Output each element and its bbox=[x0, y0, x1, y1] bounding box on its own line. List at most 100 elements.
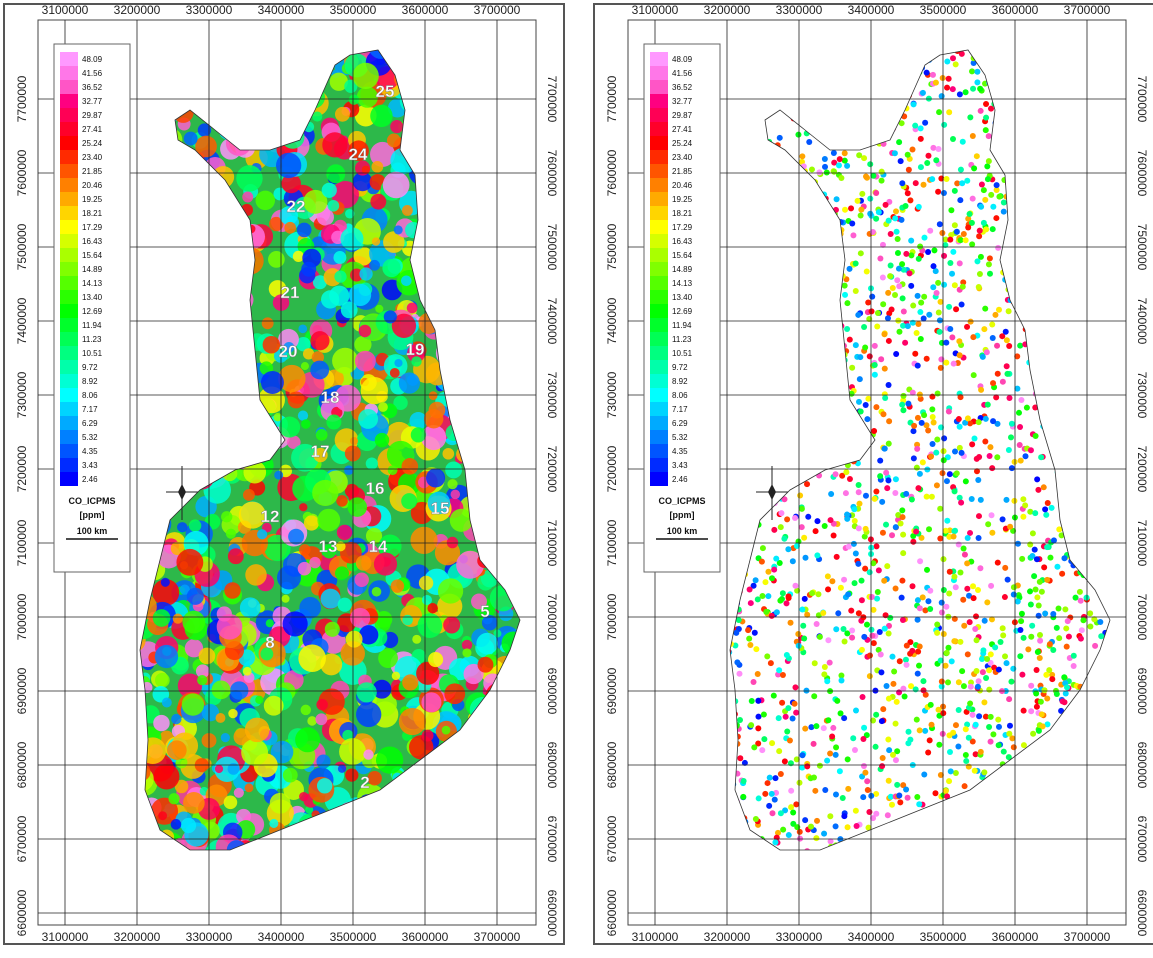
sample-dot bbox=[901, 309, 907, 315]
sample-dot bbox=[1034, 667, 1040, 673]
sample-dot bbox=[804, 763, 810, 769]
map-blob bbox=[316, 429, 328, 441]
map-blob bbox=[216, 713, 226, 723]
sample-dot bbox=[1087, 610, 1093, 616]
sample-dot bbox=[784, 729, 790, 735]
legend-value: 29.87 bbox=[82, 111, 103, 120]
sample-dot bbox=[996, 742, 1002, 748]
sample-dot bbox=[841, 715, 847, 721]
sample-dot bbox=[833, 752, 839, 758]
x-tick-label: 3400000 bbox=[848, 3, 895, 17]
sample-dot bbox=[1019, 672, 1025, 678]
sample-dot bbox=[801, 535, 807, 541]
map-blob bbox=[269, 819, 278, 828]
map-blob bbox=[357, 682, 377, 702]
sample-dot bbox=[878, 669, 884, 675]
sample-dot bbox=[964, 324, 970, 330]
sample-dot bbox=[915, 649, 921, 655]
sample-dot bbox=[801, 636, 807, 642]
sample-dot bbox=[746, 636, 752, 642]
sample-dot bbox=[946, 590, 952, 596]
sample-dot bbox=[880, 706, 886, 712]
y-tick-label: 6600000 bbox=[545, 890, 559, 937]
sample-dot bbox=[1066, 634, 1072, 640]
sample-dot bbox=[1017, 627, 1023, 633]
sample-dot bbox=[976, 535, 982, 541]
sample-dot bbox=[963, 89, 969, 95]
sample-dot bbox=[805, 514, 811, 520]
map-blob bbox=[445, 462, 462, 479]
y-tick-label: 7400000 bbox=[1135, 298, 1149, 345]
sample-dot bbox=[995, 717, 1001, 723]
sample-dot bbox=[949, 658, 955, 664]
region-label: 20 bbox=[279, 342, 298, 361]
sample-dot bbox=[961, 546, 967, 552]
sample-dot bbox=[1035, 649, 1041, 655]
sample-dot bbox=[896, 793, 902, 799]
sample-dot bbox=[943, 604, 949, 610]
sample-dot bbox=[1001, 749, 1007, 755]
sample-dot bbox=[1054, 564, 1060, 570]
sample-dot bbox=[978, 749, 984, 755]
sample-dot bbox=[1031, 573, 1037, 579]
sample-dot bbox=[837, 768, 843, 774]
sample-dot bbox=[872, 362, 878, 368]
sample-dot bbox=[938, 176, 944, 182]
legend-swatch bbox=[60, 374, 78, 388]
sample-dot bbox=[880, 301, 886, 307]
y-tick-label: 7500000 bbox=[1135, 224, 1149, 271]
sample-dot bbox=[954, 229, 960, 235]
sample-dot bbox=[842, 283, 848, 289]
map-blob bbox=[274, 471, 283, 480]
sample-dot bbox=[914, 446, 920, 452]
sample-dot bbox=[950, 86, 956, 92]
sample-dot bbox=[755, 671, 761, 677]
sample-dot bbox=[822, 664, 828, 670]
map-blob bbox=[375, 433, 389, 447]
sample-dot bbox=[1028, 634, 1034, 640]
map-blob bbox=[245, 783, 254, 792]
sample-dot bbox=[822, 523, 828, 529]
sample-dot bbox=[881, 446, 887, 452]
map-blob bbox=[370, 105, 392, 127]
map-blob bbox=[361, 377, 388, 404]
map-blob bbox=[298, 644, 326, 672]
map-blob bbox=[177, 522, 187, 532]
sample-dot bbox=[869, 294, 875, 300]
sample-dot bbox=[953, 61, 959, 67]
sample-dot bbox=[956, 416, 962, 422]
legend-value: 11.94 bbox=[672, 321, 692, 330]
sample-dot bbox=[943, 663, 949, 669]
sample-dot bbox=[1044, 544, 1050, 550]
legend-value: 4.35 bbox=[82, 447, 98, 456]
sample-dot bbox=[772, 775, 778, 781]
sample-dot bbox=[910, 428, 916, 434]
map-blob bbox=[171, 819, 182, 830]
sample-dot bbox=[922, 728, 928, 734]
sample-dot bbox=[806, 139, 812, 145]
sample-dot bbox=[898, 520, 904, 526]
sample-dot bbox=[799, 765, 805, 771]
sample-dot bbox=[930, 72, 936, 78]
sample-dot bbox=[1005, 577, 1011, 583]
map-blob bbox=[443, 448, 455, 460]
sample-dot bbox=[925, 598, 931, 604]
sample-dot bbox=[992, 644, 998, 650]
sample-dot bbox=[831, 532, 837, 538]
sample-dot bbox=[853, 551, 859, 557]
sample-dot bbox=[978, 497, 984, 503]
sample-dot bbox=[1051, 537, 1057, 543]
sample-dot bbox=[963, 478, 969, 484]
sample-dot bbox=[925, 428, 931, 434]
sample-dot bbox=[843, 469, 849, 475]
sample-dot bbox=[980, 669, 986, 675]
sample-dot bbox=[920, 594, 926, 600]
sample-dot bbox=[977, 86, 983, 92]
map-blob bbox=[297, 223, 312, 238]
x-tick-label: 3700000 bbox=[1064, 3, 1111, 17]
sample-dot bbox=[969, 68, 975, 74]
sample-dot bbox=[917, 727, 923, 733]
sample-dot bbox=[880, 755, 886, 761]
legend-swatch bbox=[60, 304, 78, 318]
map-blob bbox=[438, 578, 463, 603]
